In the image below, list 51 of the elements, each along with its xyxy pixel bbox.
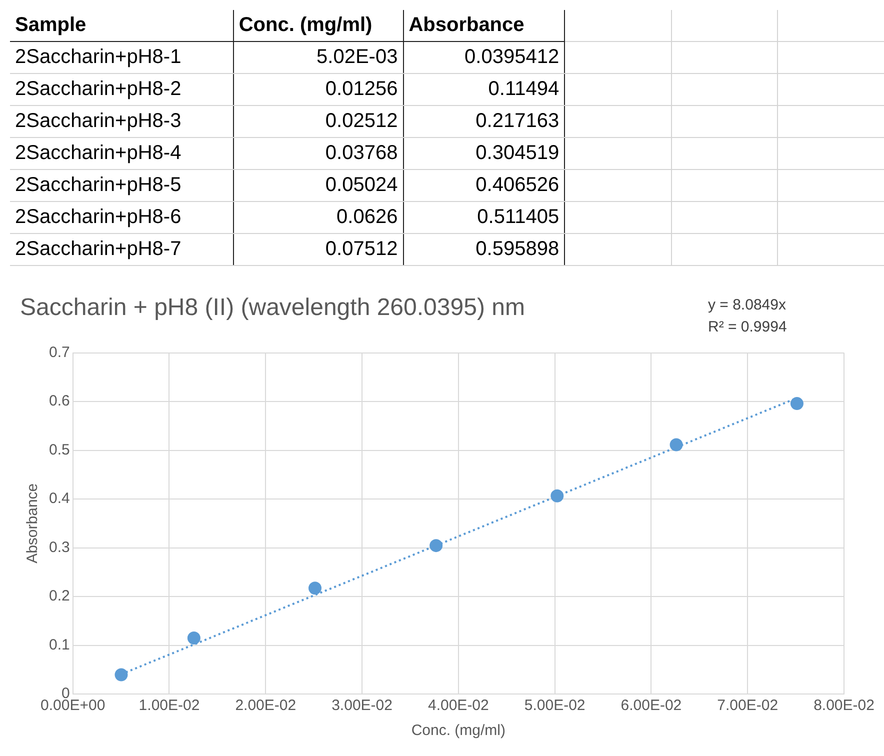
point [114, 668, 128, 682]
text: 0.595898 [403, 234, 565, 266]
point [550, 489, 564, 502]
y-axis-title: Absorbance [24, 483, 42, 564]
text: 2Saccharin+pH8-5 [10, 170, 234, 202]
text: 0.01256 [233, 74, 404, 106]
point [308, 582, 322, 595]
text: 2Saccharin+pH8-4 [10, 138, 234, 170]
text: R² = 0.9994 [708, 318, 787, 336]
text: Absorbance [408, 14, 524, 36]
text: 2Saccharin+pH8-7 [10, 234, 234, 266]
text: 0.304519 [403, 138, 565, 170]
text: y = 8.0849x [708, 296, 786, 314]
text: Sample [10, 10, 234, 42]
text: 0.05024 [233, 170, 404, 202]
y-tick-label: 0.7 [48, 344, 70, 361]
chart-title: Saccharin + pH8 (II) (wavelength 260.0395) nm [20, 294, 525, 322]
text: 2Saccharin+pH8-1 [10, 42, 234, 74]
text: 0.217163 [403, 106, 565, 138]
text: Conc. (mg/ml) [238, 14, 372, 36]
text: 5.02E-03 [233, 42, 404, 74]
text: 0.0626 [233, 202, 404, 234]
y-tick-label: 0.2 [48, 588, 70, 605]
x-axis-title: Conc. (mg/ml) [411, 722, 506, 740]
y-tick-label: 0.3 [48, 538, 70, 556]
point [187, 631, 200, 644]
x-tick-label: 7.00E-02 [717, 697, 778, 714]
y-tick-label: 0.4 [48, 490, 70, 508]
text: 0.406526 [403, 170, 565, 202]
text: 2Saccharin+pH8-3 [10, 106, 234, 138]
text: 2Saccharin+pH8-2 [10, 74, 234, 106]
x-tick-label: 2.00E-02 [235, 697, 296, 714]
y-tick-label: 0.1 [48, 636, 70, 654]
text: 0.511405 [403, 202, 565, 234]
point [790, 397, 804, 410]
x-tick-label: 5.00E-02 [524, 697, 586, 714]
x-tick-label: 1.00E-02 [138, 697, 200, 714]
y-tick-label: 0.5 [48, 441, 70, 458]
point [430, 539, 443, 552]
text: 0.03768 [233, 138, 404, 170]
point [670, 438, 683, 452]
text: 0.11494 [403, 74, 565, 106]
text: 0.07512 [233, 234, 404, 266]
text: 0.02512 [233, 106, 404, 138]
text: 2Saccharin+pH8-6 [10, 202, 234, 234]
x-tick-label: 3.00E-02 [332, 697, 392, 714]
x-tick-label: 6.00E-02 [620, 697, 682, 714]
x-tick-label: 8.00E-02 [814, 697, 874, 714]
y-tick-label: 0.6 [48, 392, 70, 410]
text: 0.0395412 [403, 42, 565, 74]
x-tick-label: 4.00E-02 [428, 697, 489, 714]
